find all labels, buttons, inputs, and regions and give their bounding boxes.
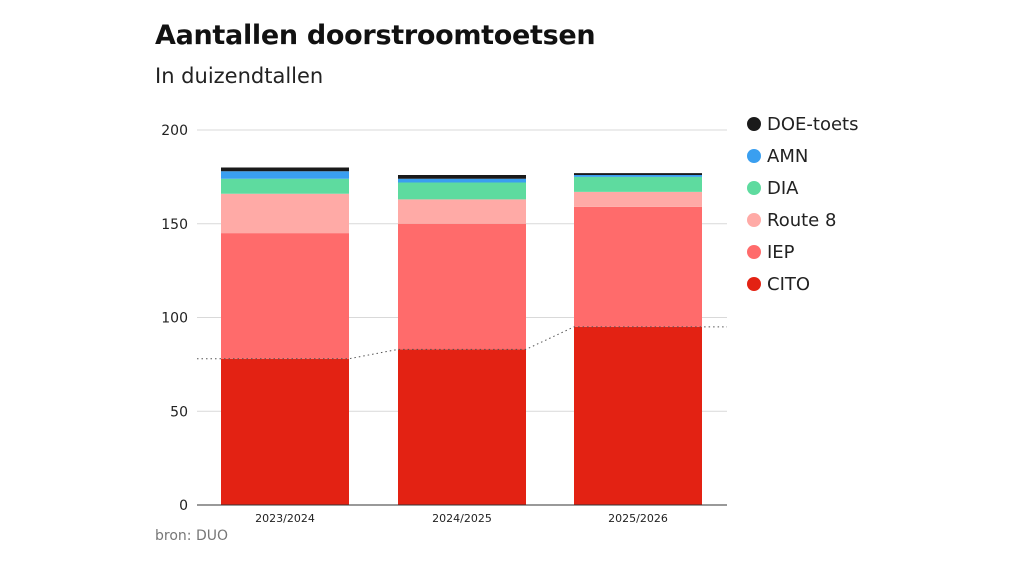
reference-line-layer (197, 326, 727, 360)
legend-label: Route 8 (767, 210, 836, 231)
bar-segment (398, 199, 526, 224)
bar-segment (221, 178, 349, 194)
bar-segment (574, 176, 702, 192)
legend-swatch (747, 277, 761, 291)
y-tick-label: 0 (179, 498, 188, 514)
x-tick-label: 2024/2025 (432, 512, 492, 525)
chart-subtitle: In duizendtallen (155, 64, 324, 88)
legend: DOE-toets AMN DIA Route 8 IEP CITO (747, 114, 858, 295)
y-tick-label: 100 (161, 311, 188, 327)
y-tick-label: 150 (161, 217, 188, 233)
legend-label: AMN (767, 146, 808, 167)
source-note: bron: DUO (155, 528, 228, 544)
bar-segment (221, 193, 349, 234)
legend-swatch (747, 245, 761, 259)
bar-segment (221, 167, 349, 172)
legend-swatch (747, 213, 761, 227)
bar-segment (398, 178, 526, 183)
bar-segment (398, 182, 526, 200)
bar-segment (574, 206, 702, 327)
bar-segment (221, 358, 349, 505)
bars-layer (221, 167, 702, 505)
bar-segment (221, 171, 349, 179)
bar-segment (574, 175, 702, 177)
x-tick-label: 2023/2024 (255, 512, 315, 525)
legend-swatch (747, 181, 761, 195)
bar-segment (574, 173, 702, 175)
chart-title: Aantallen doorstroomtoetsen (155, 20, 596, 51)
legend-label: IEP (767, 242, 795, 263)
bar-segment (574, 191, 702, 207)
legend-label: CITO (767, 274, 810, 295)
x-tick-label: 2025/2026 (608, 512, 668, 525)
bar-segment (398, 349, 526, 505)
y-tick-label: 50 (170, 404, 188, 420)
legend-swatch (747, 149, 761, 163)
legend-label: DOE-toets (767, 114, 858, 135)
bar-segment (221, 233, 349, 359)
bar-segment (398, 175, 526, 179)
axis-layer: 0 50 100 150 200 2023/2024 2024/2025 2025/2026 (161, 123, 727, 525)
bar-segment (398, 223, 526, 350)
y-tick-label: 200 (161, 123, 188, 139)
legend-swatch (747, 117, 761, 131)
bar-segment (574, 326, 702, 505)
reference-line (197, 326, 727, 360)
legend-label: DIA (767, 178, 799, 199)
